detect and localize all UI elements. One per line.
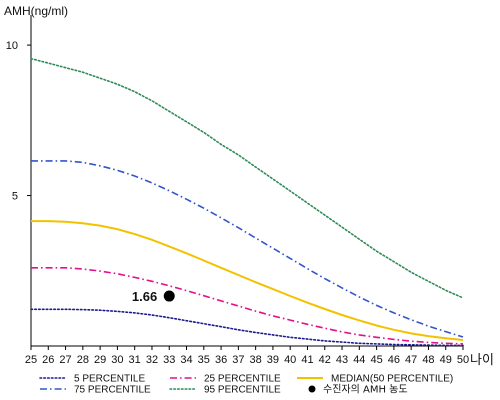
x-tick-label: 26 [42, 354, 54, 366]
x-tick-label: 29 [94, 354, 106, 366]
series-line-3 [31, 220, 464, 341]
patient-amh-value-label: 1.66 [132, 289, 157, 304]
x-tick-label: 47 [405, 354, 417, 366]
x-tick-label: 44 [353, 354, 365, 366]
x-tick-label: 45 [370, 354, 382, 366]
x-tick-label: 46 [388, 354, 400, 366]
x-tick-label: 39 [267, 354, 279, 366]
legend-label-5: 95 PERCENTILE [204, 385, 281, 396]
x-tick-label: 35 [198, 354, 210, 366]
x-tick-label: 41 [301, 354, 313, 366]
x-axis-title: 나이 [470, 353, 494, 368]
x-tick-label: 50 [457, 354, 469, 366]
x-tick-label: 38 [250, 354, 262, 366]
x-tick-label: 49 [440, 354, 452, 366]
x-tick-label: 37 [232, 354, 244, 366]
x-tick-label: 32 [146, 354, 158, 366]
y-tick-label: 5 [12, 191, 18, 203]
marker-layer: 1.66 [132, 289, 175, 304]
x-tick-label: 33 [163, 354, 175, 366]
y-axis-title: AMH(ng/ml) [4, 4, 68, 18]
x-tick-label: 40 [284, 354, 296, 366]
legend-marker-swatch [308, 385, 316, 393]
series-line-4 [31, 160, 464, 338]
series-line-5 [30, 57, 464, 299]
x-tick-label: 30 [111, 354, 123, 366]
legend-label-1: 5 PERCENTILE [74, 374, 145, 385]
x-tick-label: 43 [336, 354, 348, 366]
axes: 5 10 25 26 27 28 29 30 31 32 33 34 35 36 37 38 39 40 41 42 4… [4, 4, 494, 368]
legend-label-3: MEDIAN(50 PERCENTILE) [331, 374, 453, 385]
series-line-2 [31, 267, 464, 345]
x-tick-label: 48 [422, 354, 434, 366]
x-tick-label: 27 [59, 354, 71, 366]
legend-marker-label: 수진자의 AMH 농도 [323, 384, 408, 396]
series-line-1 [30, 308, 464, 347]
y-tick-label: 10 [6, 40, 18, 52]
patient-amh-point [163, 290, 175, 302]
legend-label-4: 75 PERCENTILE [74, 385, 151, 396]
legend-label-2: 25 PERCENTILE [204, 374, 281, 385]
x-tick-label: 28 [77, 354, 89, 366]
x-tick-label: 36 [215, 354, 227, 366]
x-tick-label: 42 [319, 354, 331, 366]
series-layer [30, 57, 464, 347]
legend: 5 PERCENTILE 25 PERCENTILE MEDIAN(50 PERCE… [39, 374, 453, 396]
x-tick-label: 31 [129, 354, 141, 366]
x-tick-label: 25 [25, 354, 37, 366]
x-tick-label: 34 [180, 354, 192, 366]
